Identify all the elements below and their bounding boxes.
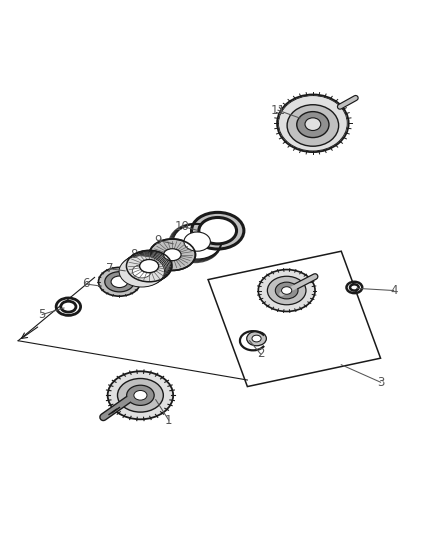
Text: 9: 9 xyxy=(154,234,162,247)
Ellipse shape xyxy=(199,217,237,244)
Ellipse shape xyxy=(134,391,147,400)
Text: 3: 3 xyxy=(377,376,384,389)
Ellipse shape xyxy=(108,372,173,419)
Ellipse shape xyxy=(184,232,210,251)
Text: 7: 7 xyxy=(106,262,113,275)
Ellipse shape xyxy=(297,111,329,138)
Ellipse shape xyxy=(191,212,244,249)
Ellipse shape xyxy=(252,335,261,342)
Ellipse shape xyxy=(123,253,168,285)
Text: 11: 11 xyxy=(270,104,286,117)
Ellipse shape xyxy=(258,270,315,311)
Ellipse shape xyxy=(135,263,154,276)
Ellipse shape xyxy=(247,332,266,346)
Ellipse shape xyxy=(137,261,156,274)
Ellipse shape xyxy=(276,282,298,299)
Ellipse shape xyxy=(138,260,157,273)
Ellipse shape xyxy=(117,378,163,412)
Ellipse shape xyxy=(163,249,181,261)
Ellipse shape xyxy=(61,301,76,312)
Ellipse shape xyxy=(127,385,154,406)
Text: 5: 5 xyxy=(39,308,46,321)
Ellipse shape xyxy=(125,251,171,282)
Ellipse shape xyxy=(119,256,165,287)
Ellipse shape xyxy=(99,268,141,296)
Ellipse shape xyxy=(105,272,134,292)
Ellipse shape xyxy=(140,260,159,273)
Ellipse shape xyxy=(124,252,170,284)
Ellipse shape xyxy=(267,276,306,305)
Ellipse shape xyxy=(287,104,339,146)
Ellipse shape xyxy=(277,94,349,152)
Text: 6: 6 xyxy=(82,278,90,290)
Ellipse shape xyxy=(350,284,359,290)
Ellipse shape xyxy=(120,255,166,286)
Ellipse shape xyxy=(122,254,167,285)
Ellipse shape xyxy=(127,251,172,282)
Ellipse shape xyxy=(282,287,292,294)
Text: 2: 2 xyxy=(257,348,264,360)
Ellipse shape xyxy=(132,265,152,278)
Text: 8: 8 xyxy=(130,248,138,261)
Ellipse shape xyxy=(136,262,155,275)
Text: 1: 1 xyxy=(165,414,173,427)
Text: 4: 4 xyxy=(390,284,397,297)
Ellipse shape xyxy=(140,260,159,273)
Text: 10: 10 xyxy=(174,220,189,233)
Ellipse shape xyxy=(111,276,128,287)
Ellipse shape xyxy=(305,118,321,131)
Ellipse shape xyxy=(134,264,152,277)
Ellipse shape xyxy=(149,239,195,270)
